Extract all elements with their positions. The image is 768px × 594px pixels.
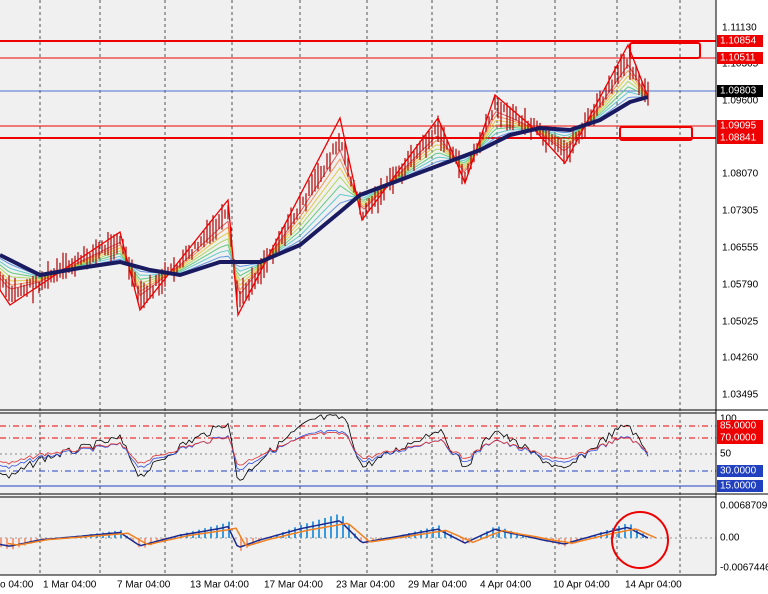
price-level-label: 1.09095 (720, 121, 757, 132)
annotation-circle (611, 511, 669, 569)
macd-bar (636, 528, 638, 538)
price-level-tag (717, 132, 763, 144)
macd-bar (486, 531, 488, 538)
macd-bar (0, 538, 2, 548)
oscillator-line (0, 429, 649, 471)
price-tick-label: 1.08070 (722, 169, 759, 180)
time-tick-label: 17 Mar 04:00 (264, 580, 323, 591)
time-tick-label: 10 Apr 04:00 (553, 580, 610, 591)
macd-bar (462, 538, 464, 543)
macd-tick-label: 0.00 (720, 533, 740, 544)
zigzag (0, 43, 649, 318)
macd-bar (234, 538, 236, 540)
oscillator-level-tag (717, 420, 763, 432)
price-tick-label: 1.05025 (722, 317, 759, 328)
price-level-label: 1.08841 (720, 133, 757, 144)
macd-bar (444, 529, 446, 538)
macd-bar (324, 517, 326, 538)
macd-bar (630, 524, 632, 538)
oscillator-tick-label: 50 (720, 449, 732, 460)
macd-bar (342, 516, 344, 538)
macd-bar (138, 538, 140, 548)
oscillator-tick-label: 100 (720, 414, 737, 425)
macd-bar (276, 534, 278, 538)
macd-bar (132, 538, 134, 542)
macd-bar (516, 532, 518, 538)
price-tick-label: 1.10365 (722, 59, 759, 70)
price-level-label: 1.09803 (720, 86, 757, 97)
annotation-box (629, 42, 701, 59)
macd-bar (336, 514, 338, 538)
macd-bar (252, 538, 254, 545)
macd-bar (288, 529, 290, 538)
price-level-tag (717, 35, 763, 47)
macd-bar (30, 538, 32, 544)
price-drawing (0, 43, 657, 551)
time-tick-label: 13 Mar 04:00 (190, 580, 249, 591)
price-level-tag (717, 52, 763, 64)
macd-bar (18, 538, 20, 548)
moving-average (0, 95, 649, 278)
macd-bar (6, 538, 8, 549)
signal-line (7, 522, 657, 547)
price-tick-label: 1.09600 (722, 96, 759, 107)
time-tick-label: 7 Mar 04:00 (117, 580, 171, 591)
time-tick-label: 14 Apr 04:00 (625, 580, 682, 591)
price-tick-label: 1.05790 (722, 280, 759, 291)
oscillator-level-tag (717, 480, 763, 492)
oscillator-tick-label: 70.0000 (720, 433, 757, 444)
macd-bar (360, 538, 362, 543)
price-tick-label: 1.03495 (722, 390, 759, 401)
macd-bar (330, 516, 332, 538)
time-tick-label: 23 Mar 04:00 (336, 580, 395, 591)
macd-bar (150, 538, 152, 546)
grid (0, 0, 716, 575)
oscillator-tick-label: 30.0000 (720, 466, 757, 477)
oscillator-level-tag (717, 432, 763, 444)
macd-bar (246, 538, 248, 548)
time-tick-label: 1 Mar 04:00 (43, 580, 97, 591)
oscillator-level-tag (717, 465, 763, 477)
macd-tick-label: -0.0067446 (720, 563, 768, 574)
price-level-label: 1.10854 (720, 36, 757, 47)
macd-bar (282, 532, 284, 538)
macd-bar (366, 538, 368, 544)
price-tick-label: 1.11130 (722, 23, 757, 34)
oscillator-tick-label: 85.0000 (720, 421, 757, 432)
macd-bar (570, 538, 572, 545)
price-tick-label: 1.07305 (722, 206, 759, 217)
time-tick-label: 29 Mar 04:00 (408, 580, 467, 591)
macd-bar (240, 538, 242, 551)
axis-labels: 1.11130 1.10365 1.09600 1.08070 1.07305 1.065… (0, 23, 768, 591)
oscillator-line (0, 414, 649, 481)
macd-bar (510, 530, 512, 538)
price-level-tag (717, 85, 763, 97)
time-tick-label: 4 Apr 04:00 (480, 580, 532, 591)
macd-line (0, 520, 649, 548)
macd-bar (504, 528, 506, 538)
macd-bar (348, 524, 350, 538)
annotation-box (619, 126, 693, 141)
oscillator-tick-label: 15.0000 (720, 481, 757, 492)
macd-bar (180, 534, 182, 538)
time-tick-label: o 04:00 (0, 580, 34, 591)
macd-bar (600, 532, 602, 538)
price-level-tag (717, 120, 763, 132)
price-level-label: 1.10511 (720, 53, 756, 64)
oscillator-line (0, 431, 649, 466)
macd-bar (492, 527, 494, 538)
price-tick-label: 1.06555 (722, 243, 759, 254)
macd-bar (594, 534, 596, 538)
macd-bar (546, 538, 548, 542)
axis-background (716, 0, 768, 594)
macd-bar (24, 538, 26, 546)
macd-tick-label: 0.0068709 (720, 501, 768, 512)
macd-bar (480, 535, 482, 538)
price-tick-label: 1.04260 (722, 353, 759, 364)
